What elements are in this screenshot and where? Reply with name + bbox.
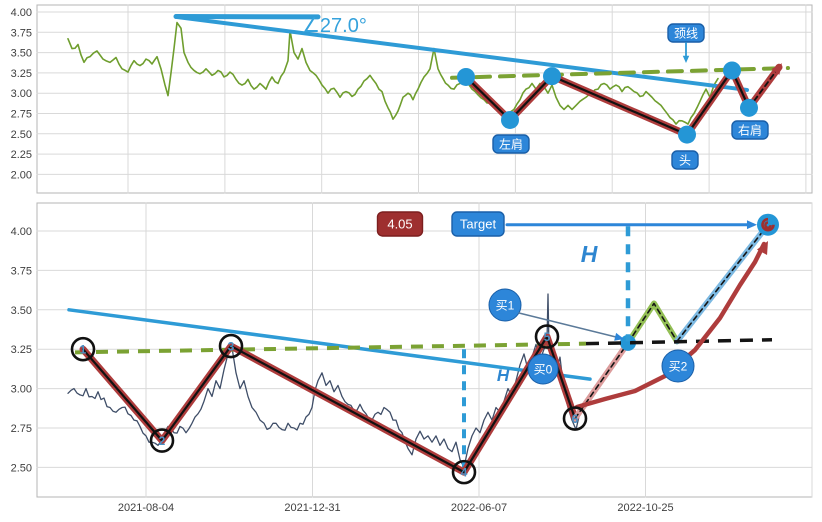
- forecast-salmon-seg-core: [574, 342, 629, 420]
- projection-curve[interactable]: [574, 241, 767, 410]
- target-label-text: Target: [460, 217, 497, 232]
- breakout-dot[interactable]: [620, 334, 636, 351]
- bottom-panel: 4.00 3.75 3.50 3.25 3.00 2.75 2.50 2021-08-04 20…: [11, 202, 813, 514]
- buy-marker-1[interactable]: [527, 353, 559, 385]
- buy-marker-text-0: 买1: [496, 299, 515, 313]
- wave-number: 4: [461, 466, 468, 480]
- wave-number-circle[interactable]: [70, 336, 96, 362]
- y-tick-label: 3.25: [11, 344, 32, 356]
- head-label-text: 头: [679, 153, 691, 167]
- buy1-pointer-line: [518, 312, 621, 339]
- buy1-pointer-arrowhead[interactable]: [614, 332, 624, 341]
- pivot-dot[interactable]: [678, 125, 696, 144]
- x-tick-label: 2021-08-04: [118, 502, 174, 514]
- target-point-swirl: [761, 217, 775, 232]
- neckline-label-box[interactable]: [667, 23, 705, 43]
- wave-zigzag-core: [81, 335, 577, 474]
- top-panel: 4.00 3.75 3.50 3.25 3.00 2.75 2.50 2.25 2.00 ∠27.…: [11, 4, 813, 194]
- wave-number: 3: [228, 340, 235, 354]
- y-tick-label: 4.00: [11, 226, 32, 238]
- projection-arrowhead[interactable]: [756, 241, 768, 255]
- forecast-green-seg-core: [627, 302, 678, 344]
- y-tick-label: 3.00: [11, 384, 32, 396]
- neckline-arrowhead[interactable]: [682, 55, 690, 63]
- buy-marker-text-1: 买0: [534, 363, 553, 377]
- x-tick-label: 2022-10-25: [617, 502, 673, 514]
- top-trendline[interactable]: [174, 14, 749, 92]
- left-shoulder-label-box[interactable]: [492, 134, 530, 154]
- y-tick-label: 2.25: [11, 149, 32, 161]
- y-tick-label: 2.50: [11, 129, 32, 141]
- wave-number: 1: [80, 343, 87, 357]
- buy-marker-text-2: 买2: [669, 360, 688, 374]
- hs-forecast-arrowhead[interactable]: [771, 63, 782, 75]
- pivot-dot[interactable]: [543, 67, 561, 86]
- bottom-neckline[interactable]: [74, 341, 587, 355]
- head-label-box[interactable]: [671, 150, 699, 170]
- right-shoulder-label-box[interactable]: [731, 120, 769, 140]
- pivot-dot[interactable]: [740, 98, 758, 117]
- wave-number-circle[interactable]: [149, 428, 175, 453]
- price-target-label-box[interactable]: [376, 211, 424, 237]
- bottom-trendline[interactable]: [67, 308, 592, 381]
- right-shoulder-label-text: 右肩: [738, 122, 762, 137]
- x-tick-label: 2021-12-31: [284, 502, 340, 514]
- y-tick-label: 4.00: [11, 7, 32, 19]
- breakout-line[interactable]: [585, 337, 773, 346]
- y-tick-label: 3.75: [11, 27, 32, 39]
- wave-number-circle[interactable]: [562, 406, 588, 431]
- angle-label: ∠27.0°: [302, 15, 367, 37]
- pivot-dot[interactable]: [457, 67, 475, 86]
- wave-number: 5: [544, 330, 551, 344]
- wave-number: 6: [572, 412, 579, 426]
- bottom-price-line: [67, 293, 581, 469]
- price-target-label-text: 4.05: [387, 217, 412, 232]
- y-tick-label: 3.50: [11, 305, 32, 317]
- y-tick-label: 3.25: [11, 68, 32, 80]
- wave-number-circle[interactable]: [451, 459, 477, 485]
- top-price-line: [67, 21, 719, 125]
- x-tick-label: 2022-06-07: [451, 502, 507, 514]
- y-tick-label: 2.00: [11, 169, 32, 181]
- target-point[interactable]: [757, 213, 779, 236]
- target-label-box[interactable]: [451, 211, 505, 237]
- h-label-1: H: [581, 241, 598, 267]
- top-neckline[interactable]: [450, 66, 790, 80]
- buy-marker-0[interactable]: [488, 288, 522, 322]
- pivot-dot[interactable]: [723, 61, 741, 80]
- pivot-dot[interactable]: [501, 110, 519, 129]
- target-arrowhead[interactable]: [746, 220, 757, 230]
- y-tick-label: 2.75: [11, 109, 32, 121]
- neckline-label-text: 颈线: [674, 26, 698, 40]
- h-label-0: H: [497, 366, 510, 385]
- forecast-blue-seg-core: [676, 223, 769, 343]
- y-tick-label: 3.75: [11, 265, 32, 277]
- wave-number-circle[interactable]: [534, 324, 560, 349]
- y-tick-label: 3.50: [11, 48, 32, 60]
- left-shoulder-label-text: 左肩: [499, 136, 523, 151]
- y-tick-label: 3.00: [11, 88, 32, 100]
- buy-marker-2[interactable]: [661, 349, 695, 383]
- wave-number-circle[interactable]: [218, 333, 244, 359]
- y-tick-label: 2.75: [11, 423, 32, 435]
- wave-number: 2: [159, 434, 166, 448]
- y-tick-label: 2.50: [11, 462, 32, 474]
